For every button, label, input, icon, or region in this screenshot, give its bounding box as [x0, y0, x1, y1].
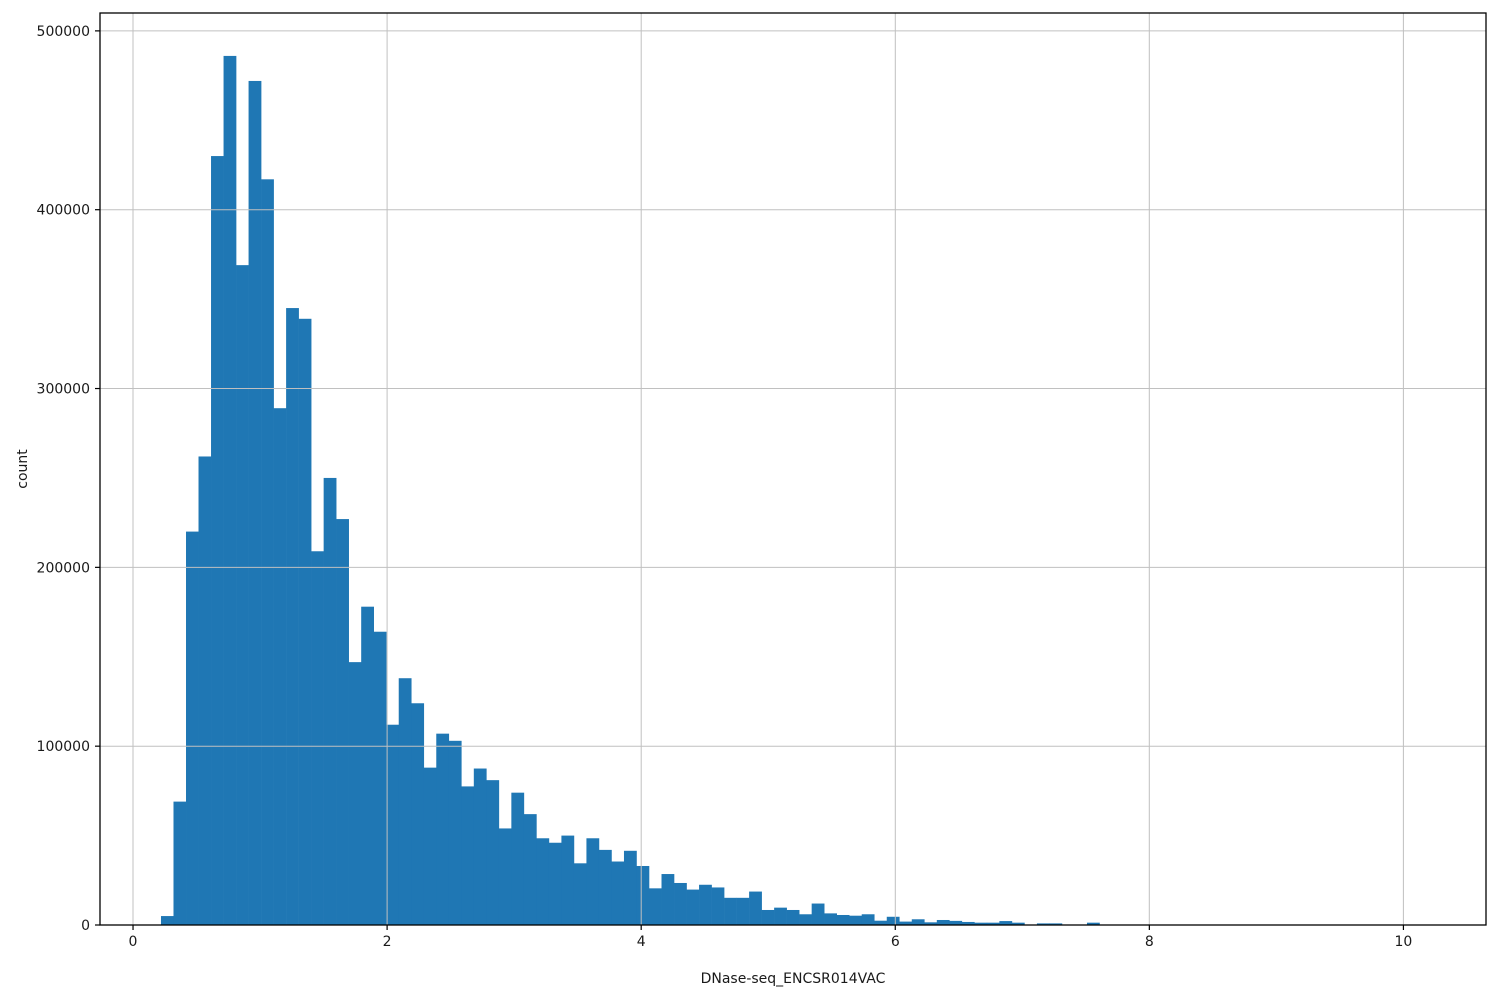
tick-labels: 0 2 4 6 8 10 0 100000 200000 300000 400000 500000 — [37, 24, 1413, 950]
histogram-bar — [561, 835, 575, 925]
histogram-bar — [686, 889, 700, 925]
x-tick-label: 8 — [1145, 934, 1154, 950]
histogram-bar — [749, 891, 762, 925]
histogram-bar — [874, 920, 888, 925]
histogram-bar — [436, 733, 450, 925]
plot-border — [99, 12, 1487, 926]
y-tick-label: 400000 — [37, 203, 90, 219]
histogram-bar — [461, 786, 475, 925]
x-tick-label: 4 — [637, 934, 646, 950]
y-tick-label: 500000 — [37, 24, 90, 40]
histogram-bar — [423, 767, 437, 925]
histogram-bar — [861, 914, 875, 925]
histogram-bar — [786, 909, 800, 925]
histogram-bar — [974, 922, 988, 925]
histogram-bar — [774, 907, 787, 925]
histogram-bar — [361, 606, 374, 925]
histogram-bar — [198, 456, 212, 925]
histogram-bar — [949, 920, 963, 925]
histogram-bar — [936, 919, 950, 925]
histogram-bar — [336, 519, 349, 925]
histogram-bar — [498, 828, 512, 925]
histogram-bar — [736, 897, 750, 925]
histogram-bar — [1049, 923, 1063, 925]
histogram-bar — [548, 842, 562, 925]
histogram-bar — [511, 792, 525, 925]
histogram-bar — [186, 531, 199, 925]
histogram-bar — [386, 724, 400, 925]
histogram-bar — [160, 916, 174, 925]
histogram-bar — [586, 838, 600, 925]
histogram-bar — [223, 55, 237, 926]
histogram-bar — [173, 801, 187, 925]
histogram-bar — [899, 921, 913, 925]
histogram-bar — [311, 551, 324, 925]
histogram-bar — [724, 897, 737, 925]
histogram-bars — [160, 55, 1100, 926]
x-tick-label: 2 — [383, 934, 392, 950]
histogram-bar — [523, 814, 537, 925]
histogram-bar — [373, 631, 387, 925]
x-axis-label: DNase-seq_ENCSR014VAC — [701, 971, 886, 987]
histogram-bar — [1086, 922, 1100, 925]
histogram-bar — [836, 914, 850, 925]
y-tick-label: 0 — [81, 918, 90, 934]
histogram-bar — [649, 888, 662, 925]
x-tick-label: 10 — [1394, 934, 1412, 950]
x-tick-label: 0 — [129, 934, 138, 950]
histogram-bar — [286, 308, 299, 925]
y-tick-label: 200000 — [37, 560, 90, 576]
histogram-bar — [411, 703, 425, 925]
histogram-bar — [486, 780, 500, 925]
histogram-bar — [636, 865, 650, 925]
histogram-bar — [849, 915, 863, 925]
histogram-bar — [711, 887, 725, 925]
histogram-bar — [1036, 923, 1050, 925]
histogram-bar — [661, 874, 675, 925]
histogram-bar — [674, 882, 687, 925]
histogram-bar — [811, 903, 825, 925]
histogram-bar — [273, 408, 287, 925]
histogram-bar — [911, 919, 925, 925]
histogram-bar — [598, 849, 612, 925]
histogram-bar — [298, 318, 312, 925]
histogram-bar — [699, 884, 712, 925]
histogram-bar — [986, 922, 1000, 925]
histogram-bar — [323, 477, 337, 925]
histogram-bar — [999, 921, 1013, 925]
histogram-bar — [448, 740, 462, 925]
histogram-bar — [1011, 922, 1025, 925]
histogram-bar — [261, 179, 274, 925]
histogram-bar — [236, 265, 249, 925]
y-axis-label: count — [15, 449, 31, 489]
histogram-bar — [824, 913, 837, 925]
y-tick-label: 300000 — [37, 382, 90, 398]
histogram-bar — [611, 861, 625, 925]
histogram-bar — [211, 156, 224, 925]
tick-marks — [95, 30, 1405, 930]
histogram-bar — [248, 80, 262, 925]
histogram-bar — [961, 921, 975, 925]
histogram-bar — [799, 914, 812, 925]
histogram-bar — [473, 768, 487, 925]
histogram-bar — [761, 909, 775, 925]
histogram-bar — [573, 863, 587, 925]
histogram-bar — [623, 850, 637, 925]
histogram-bar — [924, 922, 938, 925]
histogram-bar — [536, 838, 550, 925]
y-tick-label: 100000 — [37, 739, 90, 755]
histogram-bar — [348, 662, 362, 925]
x-tick-label: 6 — [891, 934, 900, 950]
histogram-bar — [886, 916, 900, 925]
histogram-bar — [398, 678, 412, 925]
